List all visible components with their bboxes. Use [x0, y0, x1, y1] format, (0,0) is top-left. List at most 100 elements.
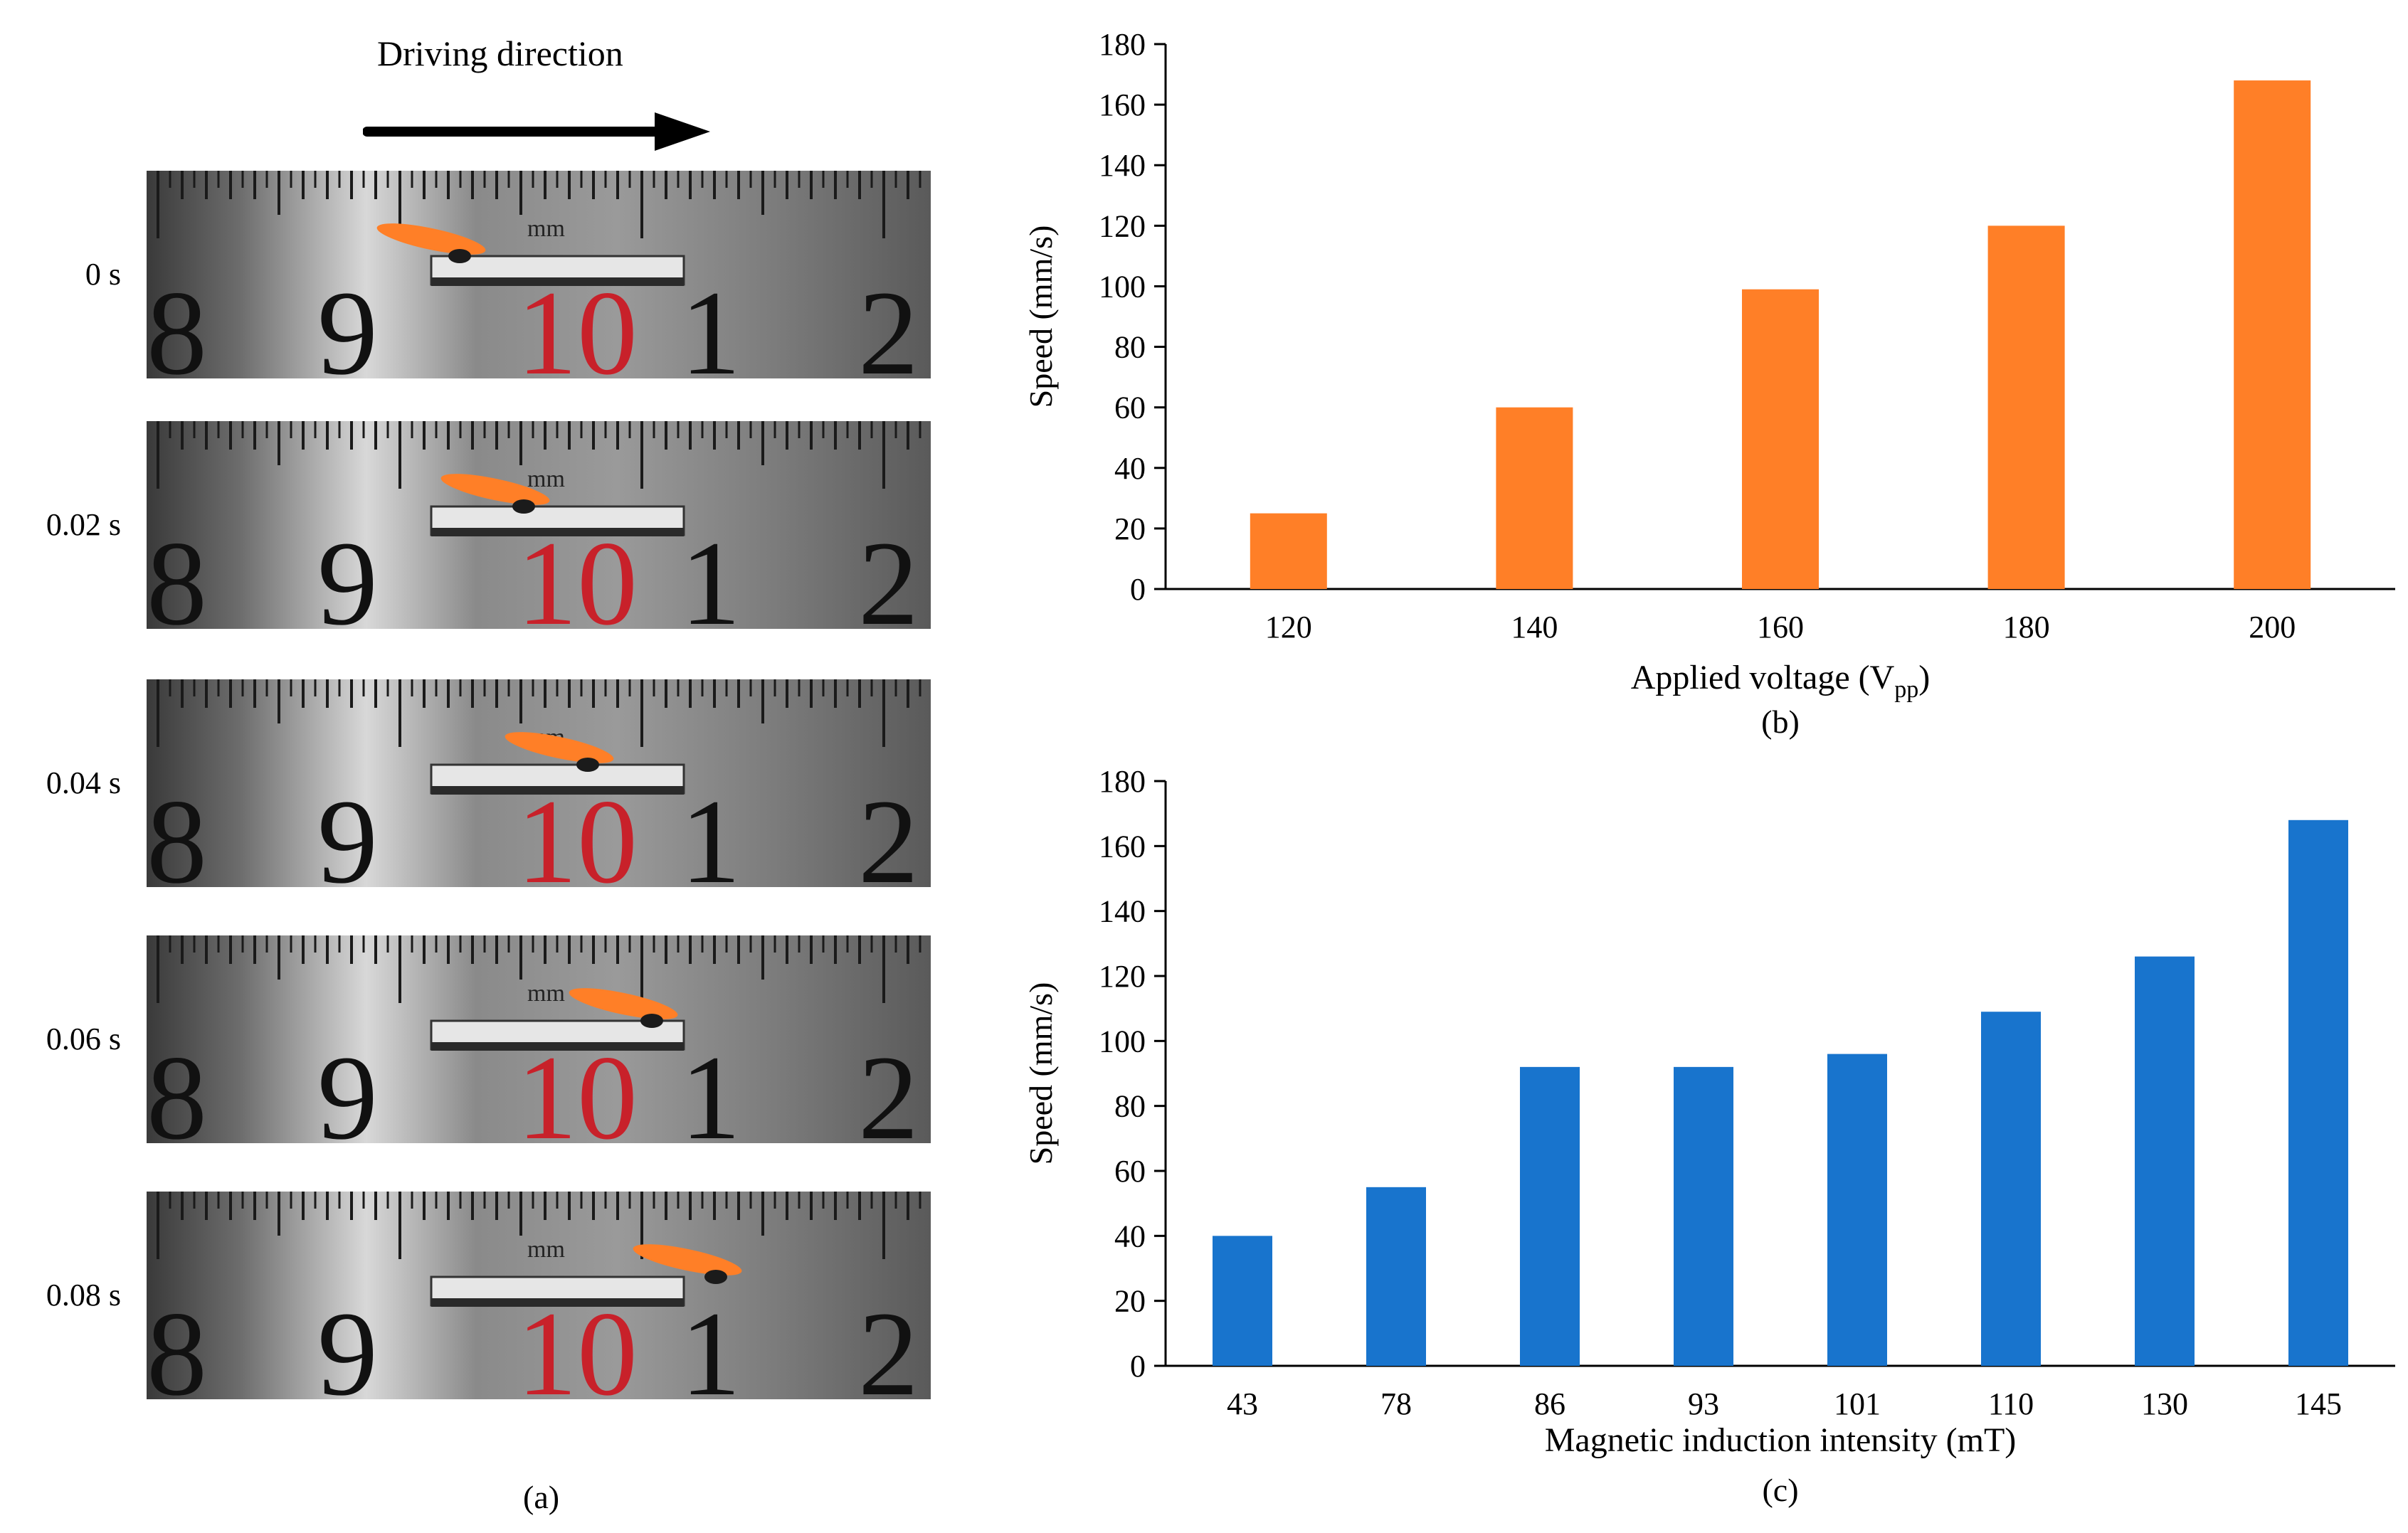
frame-time-label: 0.06 s: [46, 1022, 121, 1056]
ruler-number: 8: [147, 1287, 207, 1399]
y-tick-label: 60: [1114, 391, 1146, 425]
x-tick-label: 180: [2003, 610, 2050, 645]
ruler-number: 9: [317, 1031, 378, 1143]
y-tick-label: 120: [1099, 208, 1146, 243]
ruler-number: 9: [317, 516, 378, 629]
x-tick-label: 78: [1380, 1386, 1412, 1421]
ruler-unit: mm: [527, 216, 565, 242]
ruler-number: 9: [317, 775, 378, 887]
ruler-number: 1: [680, 1287, 741, 1399]
caption-a: (a): [523, 1479, 560, 1515]
y-tick-label: 80: [1114, 1089, 1146, 1124]
x-tick-label: 120: [1265, 610, 1312, 645]
robot-body: [505, 732, 614, 763]
frame-time-label: 0.04 s: [46, 765, 121, 800]
x-tick-label: 130: [2141, 1386, 2188, 1421]
x-tick-label: 145: [2295, 1386, 2342, 1421]
magnet-base: [431, 277, 684, 286]
robot-leg: [448, 249, 471, 263]
bar-78: [1366, 1187, 1426, 1366]
robot-body: [440, 474, 550, 505]
ruler-number: 1: [680, 1031, 741, 1143]
x-axis-label-main: Applied voltage (V: [1631, 659, 1895, 696]
x-axis-label-end: ): [1918, 659, 1930, 696]
y-tick-label: 160: [1099, 87, 1146, 122]
y-tick-label: 100: [1099, 269, 1146, 304]
y-tick-label: 40: [1114, 1219, 1146, 1253]
ruler-number: 1: [680, 266, 741, 378]
bar-110: [1981, 1012, 2041, 1366]
robot-leg: [512, 499, 535, 514]
bar-43: [1213, 1236, 1272, 1366]
y-tick-label: 60: [1114, 1154, 1146, 1189]
y-tick-label: 20: [1114, 511, 1146, 546]
y-tick-label: 0: [1130, 1349, 1146, 1384]
panel-caption: (b): [1761, 704, 1800, 740]
panel-caption: (c): [1762, 1472, 1798, 1508]
ruler-number: 8: [147, 266, 207, 378]
frame-time-label: 0 s: [85, 257, 121, 292]
robot-leg: [576, 758, 599, 772]
robot-body: [376, 223, 486, 255]
x-axis-label-main: Magnetic induction intensity (mT): [1545, 1421, 2017, 1459]
ruler-number: 8: [147, 516, 207, 629]
x-tick-label: 160: [1757, 610, 1804, 645]
bar-200: [2234, 80, 2311, 590]
y-axis-label: Speed (mm/s): [1023, 982, 1059, 1165]
bar-101: [1827, 1054, 1887, 1366]
chart-magnetic-speed: 0 20 40 60 80 100 120 140 160 180 43 78 86 93 101 110 13…: [1023, 764, 2395, 1508]
x-axis-label-sub: pp: [1894, 677, 1918, 703]
magnet-base: [431, 786, 684, 795]
magnet-base: [431, 528, 684, 536]
y-axis-label: Speed (mm/s): [1023, 226, 1059, 408]
x-tick-label: 200: [2249, 610, 2296, 645]
robot-leg: [704, 1270, 727, 1284]
ruler-unit: mm: [527, 1236, 565, 1263]
x-tick-label: 101: [1834, 1386, 1881, 1421]
ruler-unit: mm: [527, 466, 565, 492]
ruler-number: 2: [858, 1031, 919, 1143]
x-axis-label: Applied voltage (Vpp): [1631, 659, 1931, 703]
y-tick-label: 100: [1099, 1024, 1146, 1059]
x-tick-label: 43: [1227, 1386, 1258, 1421]
y-tick-label: 80: [1114, 330, 1146, 365]
bar-180: [1987, 226, 2065, 589]
x-tick-label: 140: [1511, 610, 1558, 645]
x-axis-label: Magnetic induction intensity (mT): [1545, 1421, 2017, 1459]
ruler-number: 2: [858, 1287, 919, 1399]
y-tick-label: 180: [1099, 764, 1146, 799]
robot-leg: [640, 1014, 663, 1028]
bar-93: [1674, 1066, 1733, 1366]
magnet-base: [431, 1298, 684, 1307]
bar-160: [1742, 289, 1819, 589]
ruler-number: 1: [680, 516, 741, 629]
robot-body: [633, 1244, 742, 1275]
y-tick-label: 0: [1130, 572, 1146, 607]
ruler-number: 1: [680, 775, 741, 887]
frame-time-label: 0.08 s: [46, 1278, 121, 1312]
y-tick-label: 140: [1099, 894, 1146, 929]
y-tick-label: 120: [1099, 959, 1146, 994]
y-tick-label: 140: [1099, 148, 1146, 183]
ruler-number: 8: [147, 775, 207, 887]
ruler-number: 2: [858, 266, 919, 378]
y-tick-label: 20: [1114, 1284, 1146, 1319]
bar-130: [2135, 956, 2195, 1366]
bar-86: [1520, 1066, 1580, 1366]
x-tick-label: 86: [1534, 1386, 1565, 1421]
driving-direction-arrow: [363, 112, 710, 151]
ruler-number: 8: [147, 1031, 207, 1143]
bar-140: [1496, 407, 1573, 589]
y-tick-label: 180: [1099, 27, 1146, 62]
ruler-number: 9: [317, 1287, 378, 1399]
ruler-number: 2: [858, 775, 919, 887]
x-tick-label: 110: [1988, 1386, 2034, 1421]
frame-time-label: 0.02 s: [46, 507, 121, 542]
y-tick-label: 160: [1099, 829, 1146, 864]
ruler-unit: mm: [527, 980, 565, 1007]
